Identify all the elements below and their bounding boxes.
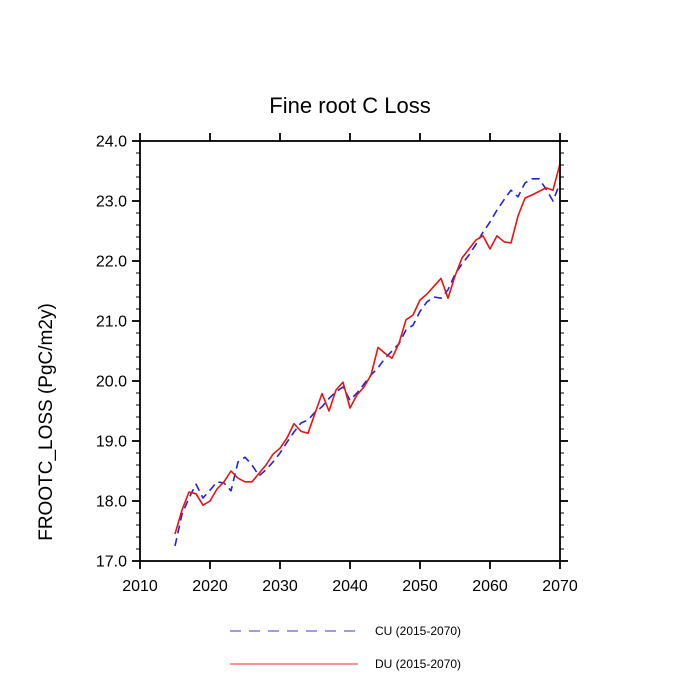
x-tick-label: 2050 [402,578,438,595]
legend-cu-label: CU (2015-2070) [375,624,461,638]
y-tick-label: 20.0 [96,374,127,391]
y-tick-label: 23.0 [96,194,127,211]
x-tick-label: 2030 [262,578,298,595]
x-tick-label: 2020 [192,578,228,595]
legend: CU (2015-2070) DU (2015-2070) [230,624,461,671]
y-tick-label: 24.0 [96,134,127,151]
x-tick-label: 2070 [542,578,578,595]
series-line-du [174,163,561,535]
y-axis-title: FROOTC_LOSS (PgC/m2y) [36,303,57,541]
y-tick-label: 21.0 [96,314,127,331]
x-tick-label: 2040 [332,578,368,595]
y-tick-label: 19.0 [96,434,127,451]
series-line-cu [174,178,561,547]
y-tick-label: 22.0 [96,254,127,271]
x-tick-label: 2060 [472,578,508,595]
plot-area: 2010 2020 2030 2040 2050 2060 2070 17.0 18.0 19.0… [96,133,578,595]
plot-frame [139,140,561,562]
chart-title: Fine root C Loss [269,93,430,118]
y-tick-label: 17.0 [96,554,127,571]
y-tick-label: 18.0 [96,494,127,511]
legend-du-label: DU (2015-2070) [375,657,461,671]
x-tick-label: 2010 [122,578,158,595]
